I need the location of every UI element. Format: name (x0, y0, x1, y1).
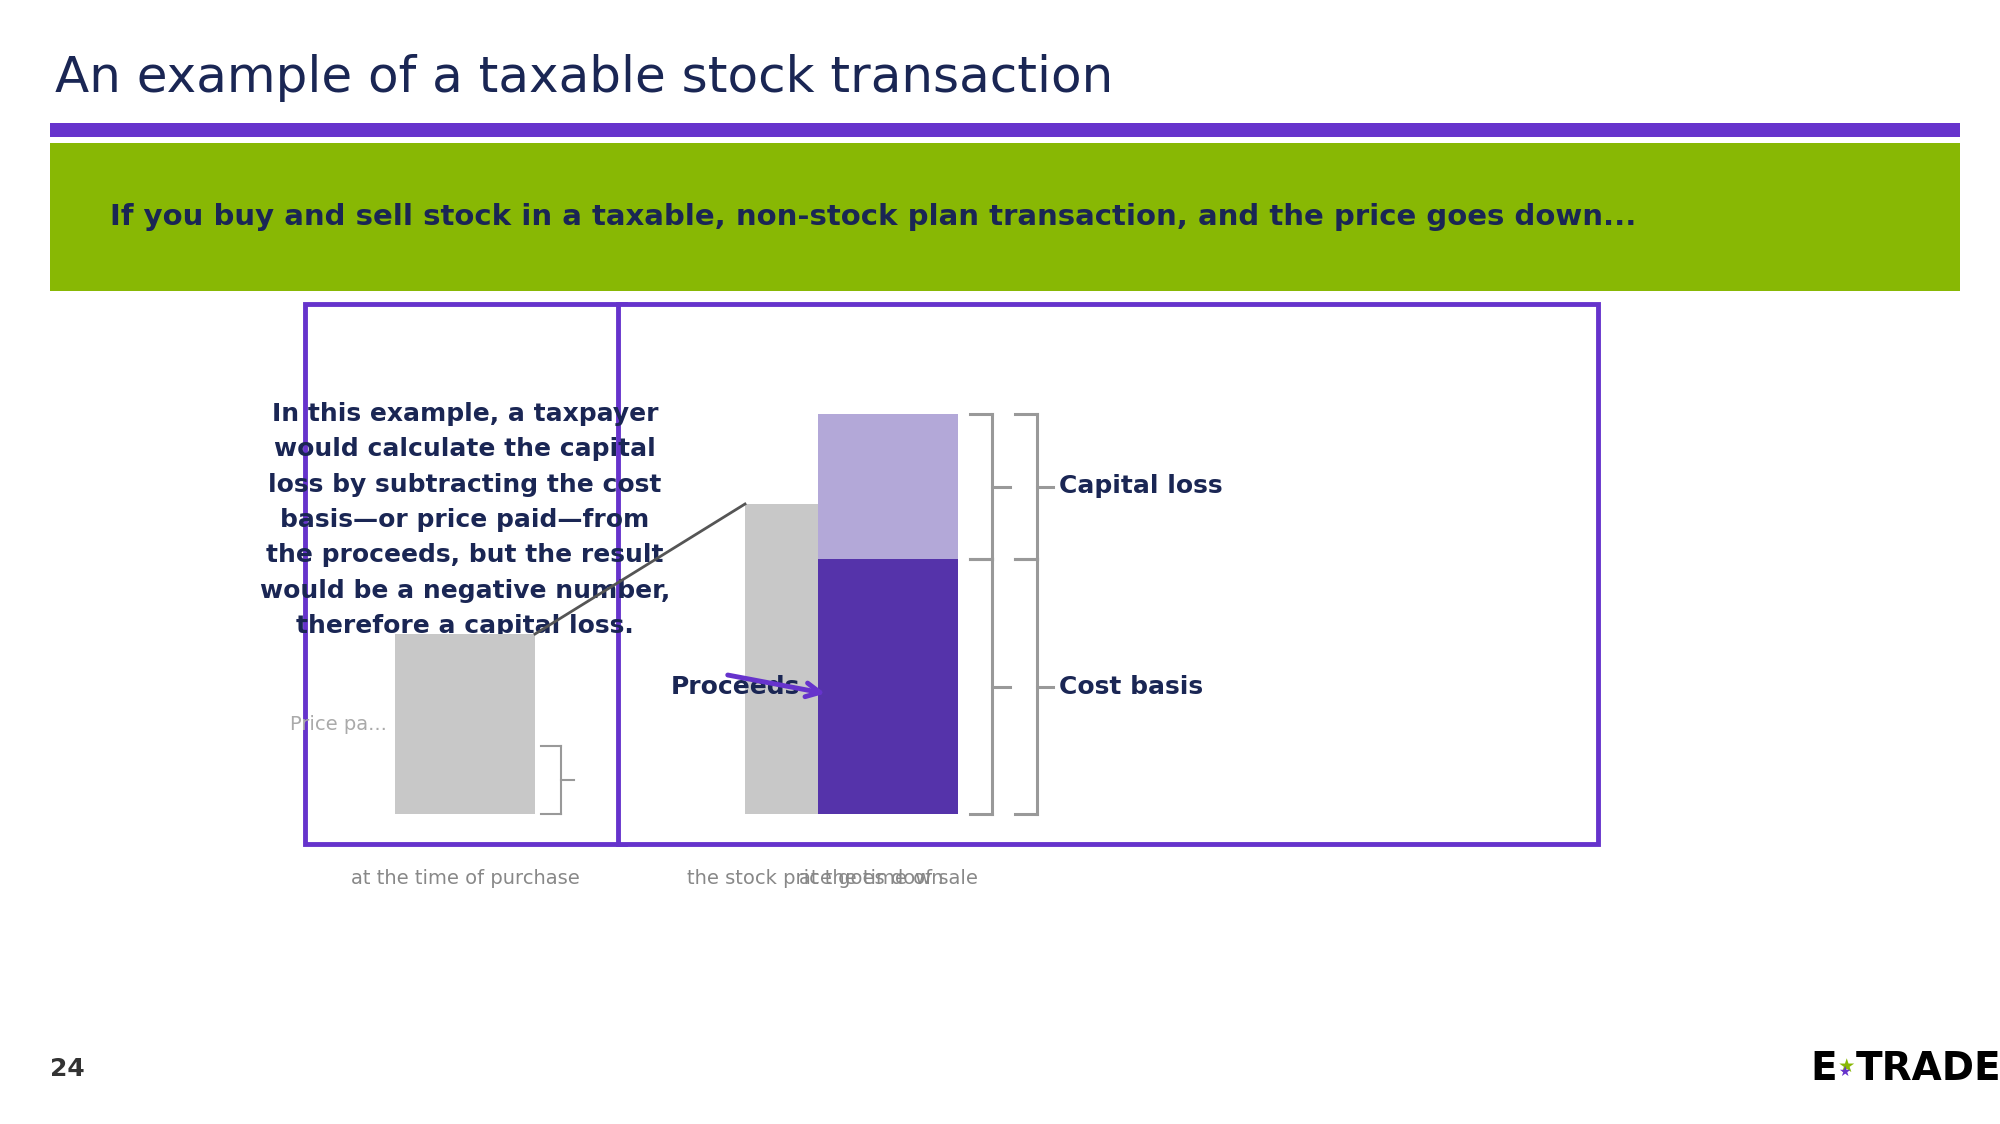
Bar (50, 123, 1960, 137)
Text: If you buy and sell stock in a taxable, non-stock plan transaction, and the pric: If you buy and sell stock in a taxable, … (110, 203, 1636, 232)
Text: ★: ★ (1838, 1066, 1850, 1079)
Bar (304, 303, 624, 844)
Text: Price pa...: Price pa... (290, 715, 388, 734)
Text: 24: 24 (50, 1057, 84, 1081)
Bar (50, 143, 1960, 291)
Text: at the time of purchase: at the time of purchase (350, 869, 580, 888)
Text: Cost basis: Cost basis (1060, 674, 1204, 698)
Text: at the time of sale: at the time of sale (798, 869, 978, 888)
Text: An example of a taxable stock transaction: An example of a taxable stock transactio… (56, 54, 1114, 102)
Text: ★: ★ (1838, 1057, 1856, 1076)
Text: In this example, a taxpayer
would calculate the capital
loss by subtracting the : In this example, a taxpayer would calcul… (260, 401, 670, 638)
Bar (818, 559, 958, 814)
Bar (744, 504, 884, 814)
Bar (396, 634, 536, 814)
Bar (618, 303, 1598, 844)
Text: Proceeds: Proceeds (670, 674, 800, 698)
Text: the stock price goes down: the stock price goes down (686, 869, 944, 888)
Text: E: E (1810, 1050, 1836, 1088)
Text: TRADE: TRADE (1856, 1050, 2000, 1088)
Text: Capital loss: Capital loss (1060, 474, 1222, 499)
Bar (818, 414, 958, 559)
